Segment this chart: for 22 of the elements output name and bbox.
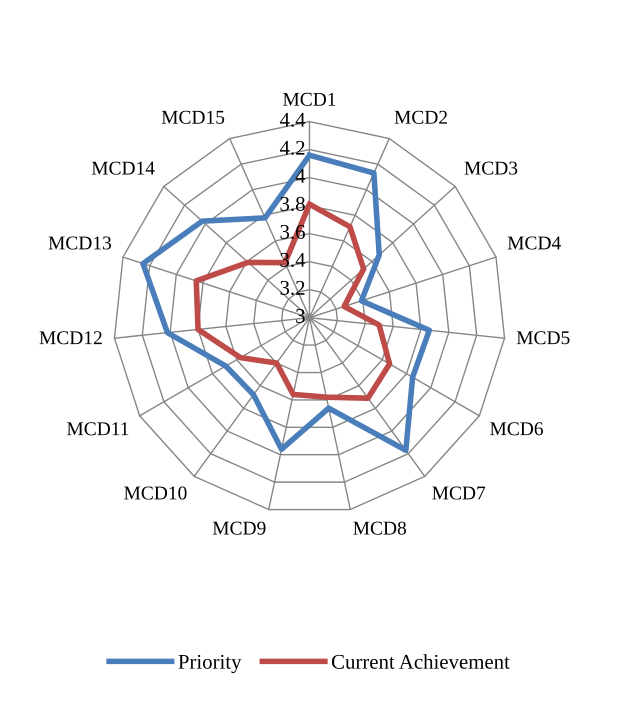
spoke-label: MCD2 [394,110,447,124]
legend-label: Priority [178,654,242,674]
y-tick-label: 3 [296,308,305,323]
spoke-label: MCD5 [516,331,570,344]
y-tick-label: 4.4 [280,112,306,127]
spoke-label: MCD3 [464,162,518,175]
y-tick-label: 4.2 [280,140,304,155]
spoke-label: MCD12 [40,331,102,344]
y-tick-label: 3.8 [280,196,305,211]
legend-label: Current Achievement [332,654,510,669]
spoke-label: MCD11 [67,422,128,436]
spoke-label: MCD1 [283,92,336,106]
spoke-label: MCD7 [432,486,486,500]
spoke-label: MCD13 [48,236,112,250]
y-tick-label: 3.2 [280,280,304,295]
spoke-label: MCD10 [124,486,187,500]
spoke-label: MCD9 [212,522,266,535]
spoke-label: MCD8 [353,522,406,535]
spoke-label: MCD15 [162,110,224,124]
spoke-label: MCD14 [92,162,155,175]
spoke-label: MCD4 [508,236,561,250]
spoke-label: MCD6 [490,422,543,436]
